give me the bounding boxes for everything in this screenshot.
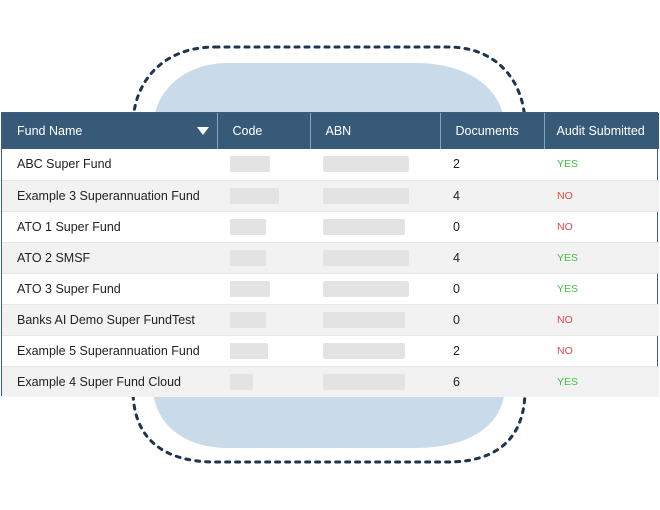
abn-cell [310, 180, 440, 212]
caret-down-icon[interactable] [196, 127, 209, 135]
column-header-fund-name[interactable]: Fund Name [2, 113, 218, 149]
redacted-code-placeholder [230, 187, 279, 204]
redacted-abn-placeholder [323, 311, 405, 328]
redacted-abn-placeholder [323, 187, 409, 204]
column-header-label: Fund Name [17, 124, 83, 138]
table-row[interactable]: Example 5 Superannuation Fund 2 NO [2, 335, 659, 367]
table-row[interactable]: ATO 2 SMSF 4 YES [2, 242, 659, 274]
redacted-abn-placeholder [323, 156, 409, 173]
audit-submitted-cell: NO [544, 211, 659, 243]
documents-count-cell: 4 [440, 242, 544, 274]
abn-cell [310, 273, 440, 305]
audit-status-badge: NO [557, 313, 573, 326]
fund-name-cell[interactable]: ATO 3 Super Fund [2, 273, 217, 305]
fund-name-cell[interactable]: Example 4 Super Fund Cloud [2, 366, 217, 397]
redacted-code-placeholder [230, 156, 270, 173]
audit-status-badge: YES [557, 282, 579, 295]
abn-cell [310, 211, 440, 243]
audit-submitted-cell: YES [544, 366, 659, 397]
fund-name-cell[interactable]: Banks AI Demo Super FundTest [2, 304, 217, 336]
audit-submitted-cell: YES [544, 149, 659, 181]
abn-cell [310, 304, 440, 336]
abn-cell [310, 242, 440, 274]
redacted-abn-placeholder [323, 218, 405, 235]
fund-name-cell[interactable]: Example 3 Superannuation Fund [2, 180, 217, 212]
documents-count-cell: 0 [440, 211, 544, 243]
funds-table: Fund Name Code ABN Documents Audit Submi… [1, 112, 659, 397]
redacted-abn-placeholder [323, 373, 405, 390]
redacted-code-placeholder [230, 218, 266, 235]
documents-count-cell: 6 [440, 366, 544, 397]
audit-submitted-cell: YES [544, 242, 659, 274]
audit-status-badge: NO [557, 220, 573, 233]
table-row[interactable]: Banks AI Demo Super FundTest 0 NO [2, 304, 659, 336]
column-header-label: Documents [455, 124, 519, 138]
redacted-code-placeholder [230, 311, 266, 328]
table-row[interactable]: Example 4 Super Fund Cloud 6 YES [2, 366, 659, 397]
code-cell [217, 335, 310, 367]
redacted-abn-placeholder [323, 249, 409, 266]
redacted-code-placeholder [230, 249, 266, 266]
abn-cell [310, 149, 440, 181]
audit-submitted-cell: NO [544, 180, 659, 212]
documents-count-cell: 2 [440, 335, 544, 367]
redacted-code-placeholder [230, 373, 253, 390]
table-row[interactable]: ABC Super Fund 2 YES [2, 149, 659, 181]
audit-status-badge: NO [557, 189, 573, 202]
documents-count-cell: 4 [440, 180, 544, 212]
documents-count-cell: 0 [440, 304, 544, 336]
table-header-row: Fund Name Code ABN Documents Audit Submi… [2, 113, 659, 149]
code-cell [217, 304, 310, 336]
audit-submitted-cell: NO [544, 304, 659, 336]
audit-status-badge: YES [557, 158, 579, 171]
column-header-audit-submitted[interactable]: Audit Submitted [544, 113, 659, 149]
fund-name-cell[interactable]: ABC Super Fund [2, 149, 217, 181]
documents-count-cell: 0 [440, 273, 544, 305]
code-cell [217, 180, 310, 212]
column-header-label: ABN [325, 124, 352, 138]
code-cell [217, 211, 310, 243]
abn-cell [310, 366, 440, 397]
documents-count-cell: 2 [440, 149, 544, 181]
abn-cell [310, 335, 440, 367]
audit-submitted-cell: YES [544, 273, 659, 305]
column-header-label: Audit Submitted [556, 124, 645, 138]
audit-submitted-cell: NO [544, 335, 659, 367]
column-header-code[interactable]: Code [217, 113, 311, 149]
fund-name-cell[interactable]: ATO 2 SMSF [2, 242, 217, 274]
table-row[interactable]: Example 3 Superannuation Fund 4 NO [2, 180, 659, 212]
code-cell [217, 273, 310, 305]
audit-status-badge: YES [557, 375, 579, 388]
table-row[interactable]: ATO 3 Super Fund 0 YES [2, 273, 659, 305]
code-cell [217, 242, 310, 274]
fund-name-cell[interactable]: ATO 1 Super Fund [2, 211, 217, 243]
redacted-code-placeholder [230, 342, 268, 359]
column-header-label: Code [232, 124, 263, 138]
redacted-abn-placeholder [323, 342, 405, 359]
column-header-documents[interactable]: Documents [440, 113, 545, 149]
dashed-outline [131, 45, 527, 464]
fund-name-cell[interactable]: Example 5 Superannuation Fund [2, 335, 217, 367]
audit-status-badge: NO [557, 344, 573, 357]
table-row[interactable]: ATO 1 Super Fund 0 NO [2, 211, 659, 243]
redacted-abn-placeholder [323, 280, 409, 297]
code-cell [217, 366, 310, 397]
code-cell [217, 149, 310, 181]
audit-status-badge: YES [557, 251, 579, 264]
redacted-code-placeholder [230, 280, 270, 297]
column-header-abn[interactable]: ABN [310, 113, 441, 149]
